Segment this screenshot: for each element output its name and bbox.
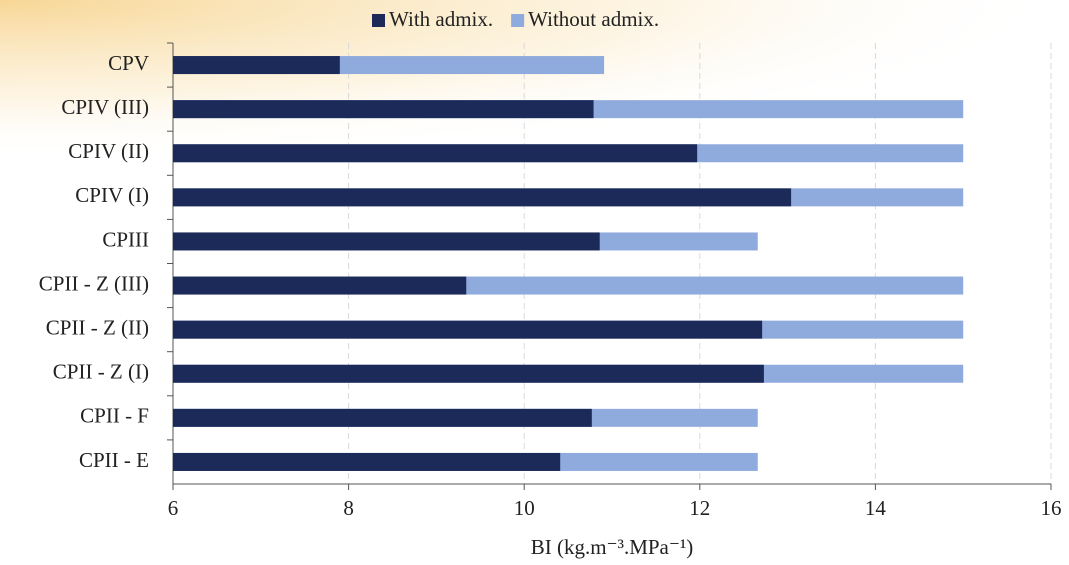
bar [173, 232, 600, 251]
y-tick-label: CPIV (I) [75, 183, 149, 207]
legend-label: Without admix. [528, 7, 659, 31]
legend-swatch [372, 14, 385, 27]
background-glow [0, 0, 1069, 160]
y-tick-label: CPII - F [80, 404, 149, 428]
y-tick-label: CPIII [102, 227, 149, 251]
bar [173, 100, 594, 119]
bar [173, 408, 592, 427]
x-tick-label: 16 [1041, 496, 1062, 520]
bar [173, 56, 340, 75]
y-tick-label: CPII - E [79, 448, 149, 472]
bar [173, 364, 764, 383]
x-tick-label: 10 [514, 496, 535, 520]
x-tick-label: 12 [689, 496, 710, 520]
bar [173, 276, 467, 295]
bar [173, 144, 698, 163]
bar [173, 452, 561, 471]
y-tick-label: CPIV (III) [61, 95, 149, 119]
legend-label: With admix. [389, 7, 493, 31]
bar [173, 188, 792, 207]
bar [173, 320, 763, 339]
legend-swatch [511, 14, 525, 27]
y-tick-label: CPII - Z (I) [53, 360, 149, 384]
y-tick-label: CPII - Z (III) [39, 271, 149, 295]
y-tick-label: CPV [108, 51, 149, 75]
y-tick-label: CPII - Z (II) [46, 315, 149, 339]
x-tick-label: 8 [343, 496, 354, 520]
x-tick-label: 6 [168, 496, 179, 520]
y-tick-label: CPIV (II) [68, 139, 149, 163]
x-axis-label: BI (kg.m⁻³.MPa⁻¹) [531, 535, 694, 559]
x-tick-label: 14 [865, 496, 887, 520]
